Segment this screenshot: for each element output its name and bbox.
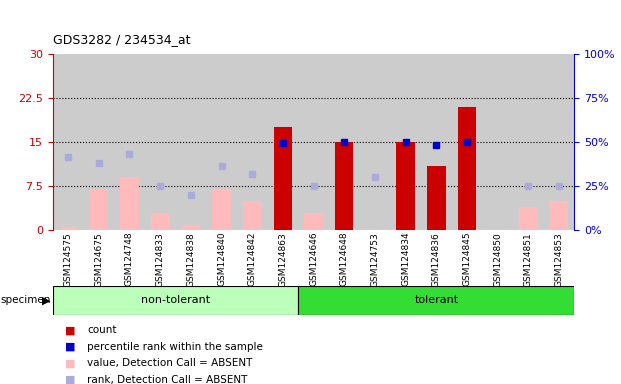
Text: percentile rank within the sample: percentile rank within the sample xyxy=(87,342,263,352)
Bar xyxy=(304,213,323,230)
Text: ▶: ▶ xyxy=(42,295,51,306)
Bar xyxy=(83,54,114,230)
Text: value, Detection Call = ABSENT: value, Detection Call = ABSENT xyxy=(87,358,252,368)
Bar xyxy=(206,54,237,230)
Bar xyxy=(335,192,353,230)
Bar xyxy=(483,54,513,230)
Text: non-tolerant: non-tolerant xyxy=(141,295,210,306)
Bar xyxy=(458,107,476,230)
Bar xyxy=(396,142,415,230)
Text: ■: ■ xyxy=(65,375,76,384)
Text: specimen: specimen xyxy=(1,295,51,306)
Bar xyxy=(268,54,298,230)
Bar xyxy=(519,207,538,230)
Bar xyxy=(53,54,83,230)
Bar xyxy=(391,54,421,230)
Bar xyxy=(212,189,231,230)
Bar xyxy=(544,54,574,230)
Bar xyxy=(237,54,268,230)
Bar xyxy=(329,54,360,230)
Text: rank, Detection Call = ABSENT: rank, Detection Call = ABSENT xyxy=(87,375,247,384)
Bar xyxy=(114,54,145,230)
Text: count: count xyxy=(87,325,117,335)
Bar xyxy=(151,213,170,230)
Bar xyxy=(145,54,176,230)
Bar xyxy=(513,54,544,230)
Bar xyxy=(335,142,353,230)
Text: tolerant: tolerant xyxy=(414,295,458,306)
Bar xyxy=(421,54,451,230)
Bar xyxy=(176,54,206,230)
Bar xyxy=(298,54,329,230)
Bar xyxy=(182,225,200,230)
Bar xyxy=(458,151,476,230)
Text: ■: ■ xyxy=(65,325,76,335)
Text: ■: ■ xyxy=(65,358,76,368)
Text: GDS3282 / 234534_at: GDS3282 / 234534_at xyxy=(53,33,190,46)
Bar xyxy=(89,189,108,230)
Bar xyxy=(427,166,445,230)
Bar xyxy=(550,201,568,230)
Bar xyxy=(59,227,78,230)
Bar xyxy=(274,127,292,230)
Text: ■: ■ xyxy=(65,342,76,352)
Bar xyxy=(360,54,391,230)
Bar xyxy=(298,286,574,315)
Bar xyxy=(243,201,261,230)
Bar xyxy=(120,177,138,230)
Bar xyxy=(53,286,298,315)
Bar xyxy=(451,54,483,230)
